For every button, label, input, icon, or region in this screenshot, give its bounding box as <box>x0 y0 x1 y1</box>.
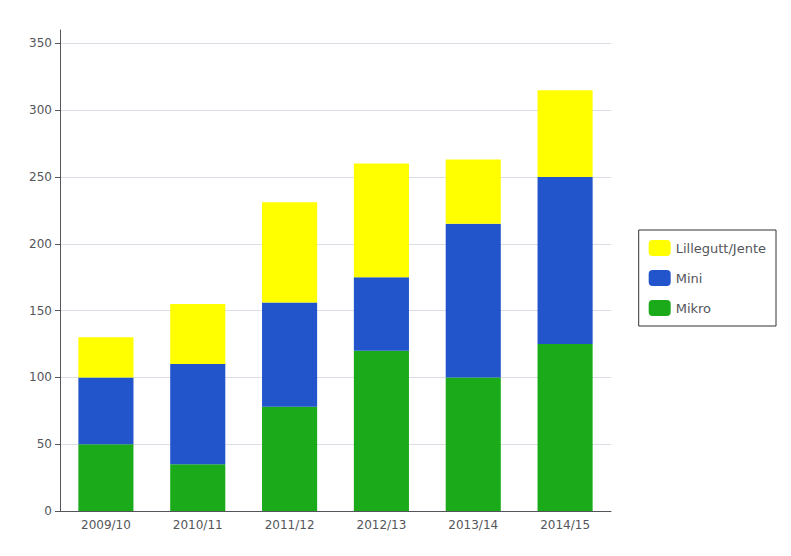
svg-text:200: 200 <box>29 237 52 251</box>
svg-text:Mini: Mini <box>676 271 703 286</box>
svg-text:0: 0 <box>44 504 52 518</box>
svg-text:Lillegutt/Jente: Lillegutt/Jente <box>676 241 766 256</box>
svg-text:350: 350 <box>29 36 52 50</box>
svg-text:50: 50 <box>37 437 52 451</box>
svg-text:2014/15: 2014/15 <box>540 518 590 532</box>
svg-text:2009/10: 2009/10 <box>81 518 131 532</box>
svg-text:2011/12: 2011/12 <box>265 518 315 532</box>
svg-text:2010/11: 2010/11 <box>173 518 223 532</box>
svg-text:100: 100 <box>29 370 52 384</box>
svg-text:2013/14: 2013/14 <box>448 518 498 532</box>
svg-text:300: 300 <box>29 103 52 117</box>
svg-text:250: 250 <box>29 170 52 184</box>
svg-text:Mikro: Mikro <box>676 301 711 316</box>
svg-text:150: 150 <box>29 304 52 318</box>
svg-text:2012/13: 2012/13 <box>356 518 406 532</box>
